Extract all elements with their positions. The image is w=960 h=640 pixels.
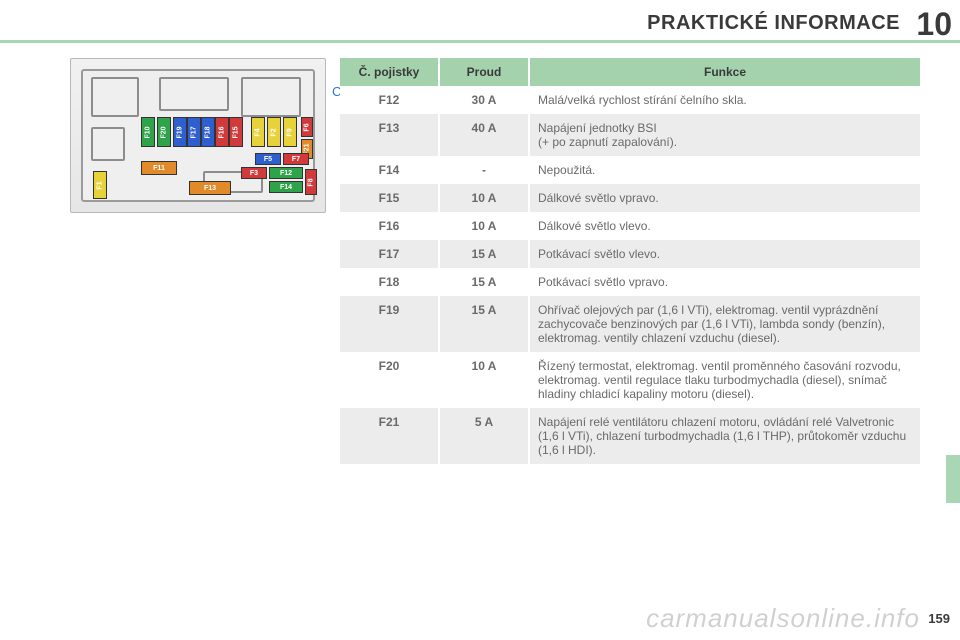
fuse-id: F18 — [340, 268, 440, 296]
watermark-bottom: carmanualsonline.info — [646, 603, 920, 634]
fuse-amp: 15 A — [440, 296, 530, 352]
fuse-id: F21 — [340, 408, 440, 464]
diagram-fuse-label: F10 — [145, 126, 152, 138]
diagram-fuse: F5 — [255, 153, 281, 165]
table-row: F215 ANapájení relé ventilátoru chlazení… — [340, 408, 920, 464]
chapter-number: 10 — [916, 6, 952, 43]
table-row: F1715 APotkávací světlo vlevo. — [340, 240, 920, 268]
table-header-cell: Č. pojistky — [340, 58, 440, 86]
diagram-fuse-label: F6 — [303, 123, 310, 131]
diagram-fuse-label: F13 — [204, 185, 216, 192]
page-title: PRAKTICKÉ INFORMACE — [647, 12, 900, 35]
diagram-box — [241, 77, 301, 117]
diagram-fuse-label: F16 — [219, 126, 226, 138]
fuse-desc: Potkávací světlo vlevo. — [530, 240, 920, 268]
diagram-box — [159, 77, 229, 111]
table-row: F1815 APotkávací světlo vpravo. — [340, 268, 920, 296]
diagram-box — [91, 77, 139, 117]
diagram-fuse: F15 — [229, 117, 243, 147]
fuse-desc: Napájení relé ventilátoru chlazení motor… — [530, 408, 920, 464]
fuse-amp: 30 A — [440, 86, 530, 114]
table-header: Č. pojistkyProudFunkce — [340, 58, 920, 86]
fuse-amp: 15 A — [440, 240, 530, 268]
diagram-fuse-label: F20 — [161, 126, 168, 138]
fuse-desc: Napájení jednotky BSI (+ po zapnutí zapa… — [530, 114, 920, 156]
fuse-amp: 40 A — [440, 114, 530, 156]
table-row: F1230 AMalá/velká rychlost stírání čelní… — [340, 86, 920, 114]
diagram-fuse: F14 — [269, 181, 303, 193]
diagram-box — [91, 127, 125, 161]
diagram-fuse: F8 — [305, 169, 317, 195]
fuse-id: F12 — [340, 86, 440, 114]
fusebox-diagram: F10F20F19F17F18F16F15F4F2F9F6F21F5F7F3F1… — [70, 58, 326, 213]
diagram-fuse-label: F8 — [307, 178, 314, 186]
fuse-table: Č. pojistkyProudFunkceF1230 AMalá/velká … — [340, 58, 920, 464]
diagram-fuse: F13 — [189, 181, 231, 195]
diagram-fuse: F6 — [301, 117, 313, 137]
diagram-fuse-label: F11 — [153, 165, 165, 172]
fuse-id: F15 — [340, 184, 440, 212]
diagram-fuse-label: F12 — [280, 170, 292, 177]
table-header-cell: Funkce — [530, 58, 920, 86]
fuse-desc: Potkávací světlo vpravo. — [530, 268, 920, 296]
diagram-fuse-label: F14 — [280, 184, 292, 191]
fuse-id: F19 — [340, 296, 440, 352]
fuse-id: F14 — [340, 156, 440, 184]
fuse-amp: 10 A — [440, 352, 530, 408]
diagram-fuse: F17 — [187, 117, 201, 147]
fuse-id: F17 — [340, 240, 440, 268]
diagram-fuse-label: F18 — [205, 126, 212, 138]
diagram-fuse: F2 — [267, 117, 281, 147]
diagram-fuse: F11 — [141, 161, 177, 175]
fuse-id: F20 — [340, 352, 440, 408]
diagram-fuse-label: F3 — [250, 170, 258, 177]
fuse-amp: 5 A — [440, 408, 530, 464]
page-number: 159 — [928, 611, 950, 626]
fuse-desc: Dálkové světlo vpravo. — [530, 184, 920, 212]
diagram-fuse: F10 — [141, 117, 155, 147]
diagram-fuse: F16 — [215, 117, 229, 147]
fuse-desc: Malá/velká rychlost stírání čelního skla… — [530, 86, 920, 114]
diagram-fuse-label: F17 — [191, 126, 198, 138]
table-row: F14-Nepoužitá. — [340, 156, 920, 184]
table-header-cell: Proud — [440, 58, 530, 86]
diagram-fuse: F7 — [283, 153, 309, 165]
diagram-fuse: F3 — [241, 167, 267, 179]
diagram-fuse: F1 — [93, 171, 107, 199]
fuse-desc: Řízený termostat, elektromag. ventil pro… — [530, 352, 920, 408]
fuse-id: F16 — [340, 212, 440, 240]
diagram-fuse-label: F7 — [292, 156, 300, 163]
diagram-fuse-label: F5 — [264, 156, 272, 163]
fuse-desc: Ohřívač olejových par (1,6 l VTi), elekt… — [530, 296, 920, 352]
diagram-fuse: F9 — [283, 117, 297, 147]
fuse-amp: 10 A — [440, 212, 530, 240]
diagram-fuse-label: F4 — [254, 128, 261, 136]
table-row: F2010 AŘízený termostat, elektromag. ven… — [340, 352, 920, 408]
diagram-fuse-label: F9 — [286, 128, 293, 136]
table-row: F1340 ANapájení jednotky BSI (+ po zapnu… — [340, 114, 920, 156]
top-rule — [0, 40, 960, 43]
diagram-fuse: F18 — [201, 117, 215, 147]
table-row: F1510 ADálkové světlo vpravo. — [340, 184, 920, 212]
fuse-id: F13 — [340, 114, 440, 156]
table-row: F1915 AOhřívač olejových par (1,6 l VTi)… — [340, 296, 920, 352]
table-row: F1610 ADálkové světlo vlevo. — [340, 212, 920, 240]
fuse-amp: - — [440, 156, 530, 184]
diagram-fuse: F4 — [251, 117, 265, 147]
fuse-amp: 15 A — [440, 268, 530, 296]
fuse-desc: Nepoužitá. — [530, 156, 920, 184]
fuse-desc: Dálkové světlo vlevo. — [530, 212, 920, 240]
diagram-fuse: F12 — [269, 167, 303, 179]
diagram-fuse-label: F1 — [96, 181, 103, 189]
diagram-fuse-label: F15 — [233, 126, 240, 138]
side-tab — [946, 455, 960, 503]
fuse-amp: 10 A — [440, 184, 530, 212]
diagram-fuse-label: F2 — [270, 128, 277, 136]
diagram-fuse: F20 — [157, 117, 171, 147]
diagram-fuse: F19 — [173, 117, 187, 147]
diagram-fuse-label: F19 — [177, 126, 184, 138]
